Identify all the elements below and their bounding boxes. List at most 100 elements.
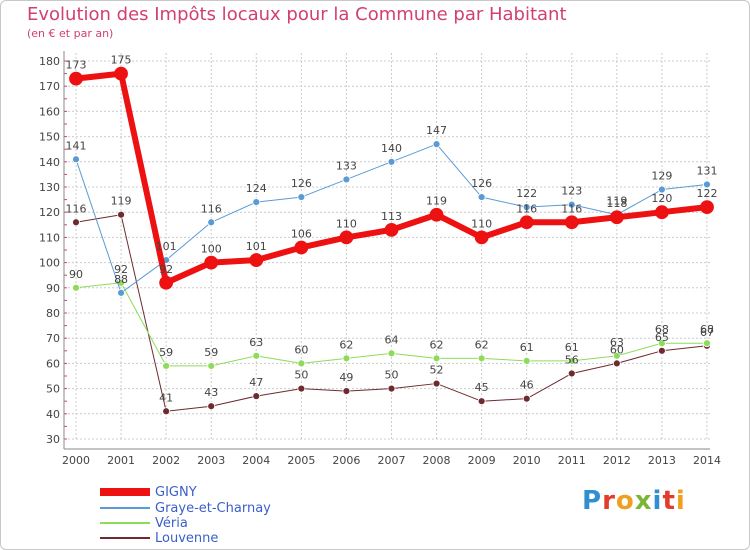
series-lines <box>69 66 714 416</box>
x-tick-label: 2002 <box>152 454 180 467</box>
legend-label: Véria <box>155 515 188 531</box>
series-veria <box>72 278 711 370</box>
x-tick-label: 2013 <box>648 454 676 467</box>
legend-item: Louvenne <box>100 530 218 546</box>
chart-subtitle: (en € et par an) <box>27 27 114 40</box>
data-point-louvenne <box>522 394 531 403</box>
y-tick-label: 40 <box>46 408 60 421</box>
data-label-graye-et-charnay: 88 <box>114 273 128 286</box>
data-label-gigny: 175 <box>111 54 132 67</box>
x-tick-label: 2001 <box>107 454 135 467</box>
data-label-veria: 90 <box>69 268 83 281</box>
data-point-graye-et-charnay <box>117 288 125 297</box>
data-point-gigny <box>339 230 354 245</box>
data-point-gigny <box>114 66 128 81</box>
y-tick-label: 150 <box>39 131 60 144</box>
data-point-louvenne <box>432 379 441 388</box>
y-tick-label: 110 <box>39 231 60 244</box>
y-tick-label: 180 <box>39 55 60 68</box>
x-tick-label: 2005 <box>287 454 315 467</box>
data-label-gigny: 118 <box>606 197 627 210</box>
data-label-louvenne: 116 <box>66 202 87 215</box>
data-point-graye-et-charnay <box>522 203 531 212</box>
data-point-gigny <box>655 205 669 220</box>
y-tick-label: 140 <box>39 156 60 169</box>
legend-item: Véria <box>100 515 188 531</box>
data-point-graye-et-charnay <box>387 157 396 166</box>
data-label-gigny: 120 <box>651 192 672 205</box>
data-point-veria <box>612 351 621 360</box>
data-labels: 116 119 41 43 47 50 49 50 52 45 46 56 60 65 67 90 92 59 59… <box>66 54 718 405</box>
data-point-louvenne <box>72 218 80 227</box>
data-label-gigny: 113 <box>381 210 402 223</box>
data-label-louvenne: 50 <box>384 369 398 382</box>
data-point-gigny <box>700 200 714 215</box>
data-point-louvenne <box>477 397 486 406</box>
data-label-graye-et-charnay: 133 <box>336 159 357 172</box>
data-label-louvenne: 60 <box>610 343 624 356</box>
data-label-graye-et-charnay: 123 <box>561 185 582 198</box>
legend-item: Graye-et-Charnay <box>100 500 271 516</box>
data-label-gigny: 100 <box>201 243 222 256</box>
data-point-veria <box>342 354 351 363</box>
y-tick-label: 170 <box>39 80 60 93</box>
data-label-graye-et-charnay: 126 <box>471 177 492 190</box>
data-label-louvenne: 52 <box>430 364 444 377</box>
data-label-gigny: 92 <box>159 263 173 276</box>
data-point-louvenne <box>252 392 261 401</box>
series-graye-et-charnay <box>72 140 711 297</box>
data-label-louvenne: 43 <box>204 386 218 399</box>
data-label-louvenne: 46 <box>520 379 534 392</box>
data-label-graye-et-charnay: 129 <box>651 170 672 183</box>
data-label-louvenne: 49 <box>339 371 353 384</box>
data-label-veria: 59 <box>159 346 173 359</box>
y-tick-label: 160 <box>39 105 60 118</box>
legend-swatch <box>100 507 150 509</box>
data-point-louvenne <box>658 346 666 355</box>
data-label-veria: 60 <box>294 343 308 356</box>
x-tick-label: 2014 <box>693 454 721 467</box>
legend-label: Louvenne <box>155 530 219 546</box>
data-point-veria <box>522 356 531 365</box>
y-tick-label: 70 <box>46 332 60 345</box>
data-point-veria <box>567 356 576 365</box>
x-tick-label: 2000 <box>62 454 90 467</box>
data-point-veria <box>703 339 711 348</box>
data-label-gigny: 116 <box>516 202 537 215</box>
data-point-louvenne <box>342 387 351 396</box>
data-label-gigny: 173 <box>66 59 87 72</box>
x-tick-label: 2010 <box>513 454 541 467</box>
data-point-louvenne <box>387 384 396 393</box>
legend-swatch <box>100 537 150 539</box>
y-tick-label: 60 <box>46 357 60 370</box>
data-label-veria: 68 <box>655 323 669 336</box>
data-point-gigny <box>564 215 579 230</box>
x-tick-label: 2007 <box>377 454 405 467</box>
data-label-gigny: 110 <box>336 217 357 230</box>
data-point-gigny <box>474 230 489 245</box>
data-point-graye-et-charnay <box>658 185 666 194</box>
data-point-louvenne <box>162 407 171 416</box>
series-louvenne <box>72 210 711 416</box>
legend-item: GIGNY <box>100 484 197 500</box>
data-label-veria: 62 <box>339 338 353 351</box>
data-point-veria <box>162 362 171 370</box>
data-point-veria <box>477 354 486 363</box>
legend-label: GIGNY <box>155 484 197 500</box>
logo-letter: x <box>634 486 653 516</box>
x-tick-label: 2006 <box>332 454 360 467</box>
y-tick-label: 30 <box>46 433 60 446</box>
data-point-graye-et-charnay <box>252 198 261 207</box>
data-point-veria <box>252 351 261 360</box>
data-label-veria: 62 <box>430 338 444 351</box>
data-label-graye-et-charnay: 101 <box>156 240 177 253</box>
data-label-graye-et-charnay: 124 <box>246 182 267 195</box>
data-label-veria: 92 <box>114 263 128 276</box>
data-point-graye-et-charnay <box>703 180 711 189</box>
y-tick-label: 130 <box>39 181 60 194</box>
data-label-graye-et-charnay: 141 <box>66 139 87 152</box>
data-label-veria: 68 <box>700 323 714 336</box>
data-point-veria <box>207 362 216 370</box>
axes: 30 40 50 60 70 80 90 100 110 120 130 140 150 160 170 18… <box>39 51 721 467</box>
legend-label: Graye-et-Charnay <box>155 500 271 516</box>
